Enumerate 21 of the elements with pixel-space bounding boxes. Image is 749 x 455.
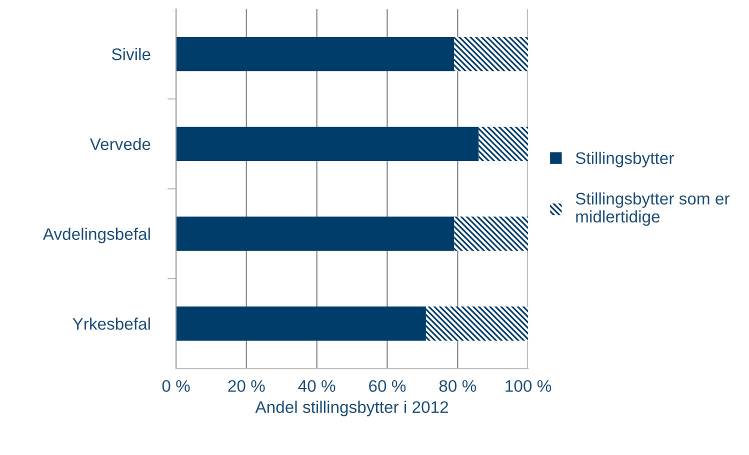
x-tick-label: 100 %: [506, 380, 552, 392]
legend-label: Stillingsbytter som er midlertidige: [576, 192, 730, 226]
y-tick-label: Vervede: [90, 138, 150, 150]
legend-label: Stillingsbytter: [576, 152, 674, 168]
bar: [176, 126, 479, 161]
x-axis-title: Andel stillingsbytter i 2012: [255, 400, 448, 416]
bar: [478, 126, 528, 161]
x-tick-label: 20 %: [228, 380, 265, 392]
y-tick-label: Yrkesbefal: [72, 318, 150, 330]
bar: [426, 306, 528, 341]
bar: [454, 36, 528, 72]
bar: [454, 216, 528, 251]
bar: [176, 306, 426, 341]
y-tick-label: Sivile: [112, 48, 150, 60]
x-tick-label: 60 %: [369, 380, 406, 392]
x-tick-label: 80 %: [439, 380, 476, 392]
bar: [176, 216, 454, 251]
x-tick-label: 40 %: [298, 380, 336, 392]
bar: [176, 36, 454, 72]
x-tick-label: 0 %: [162, 380, 190, 392]
y-tick-label: Avdelingsbefal: [42, 228, 150, 244]
